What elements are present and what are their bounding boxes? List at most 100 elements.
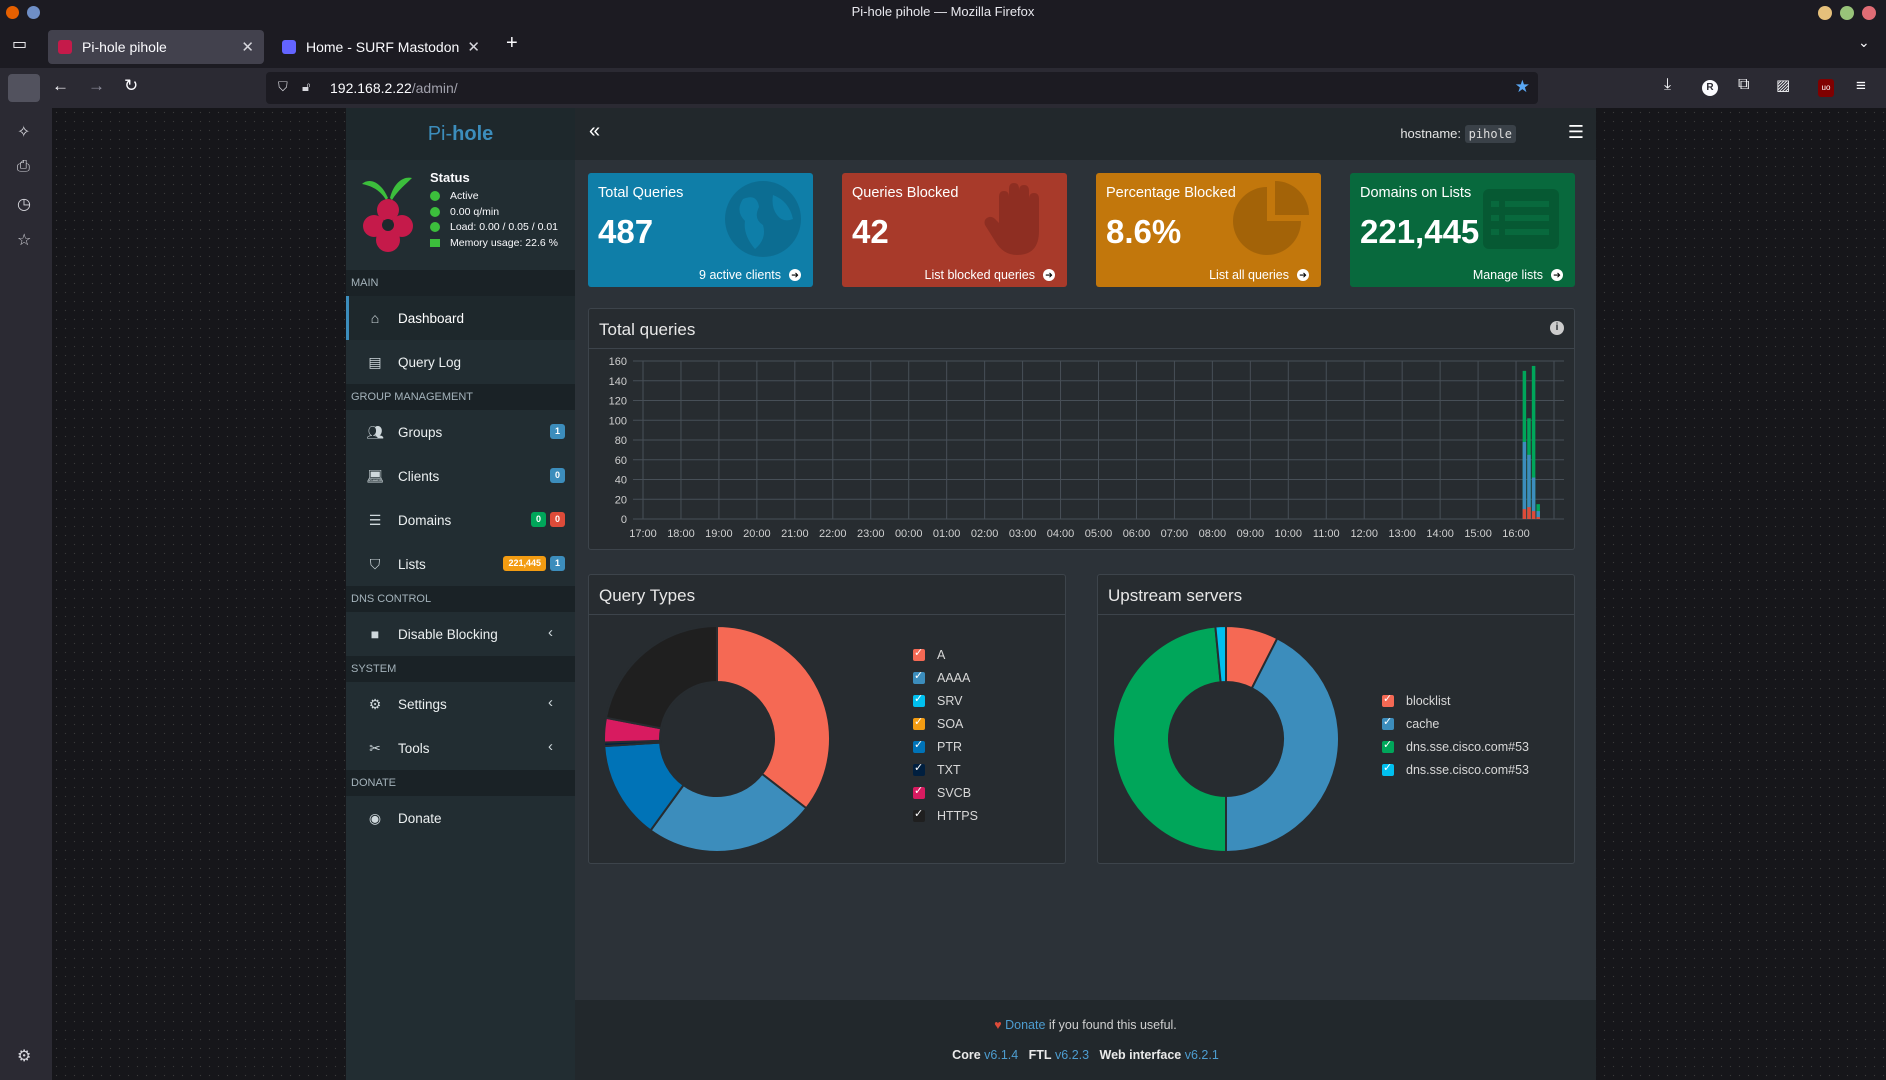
- browser-sidebar: ✧ ⎙ ◷ ☆ ⚙: [0, 108, 52, 1080]
- donate-link[interactable]: Donate: [1005, 1018, 1046, 1032]
- collapse-sidebar-icon[interactable]: «: [589, 120, 601, 142]
- sidebar-item-lists[interactable]: ⛉ Lists 221,445 1: [346, 542, 575, 586]
- sidebar-item-groups[interactable]: 👥︎ Groups 1: [346, 410, 575, 454]
- sidebar-item-donate[interactable]: ◉ Donate: [346, 796, 575, 840]
- web-version-link[interactable]: v6.2.1: [1184, 1048, 1219, 1062]
- sidebar-item-disable-blocking[interactable]: ■ Disable Blocking ‹: [346, 612, 575, 656]
- window-menu-icon[interactable]: [27, 6, 40, 19]
- stat-title: Percentage Blocked: [1106, 185, 1236, 201]
- query-bar: [1531, 511, 1536, 519]
- legend-label: blocklist: [1406, 693, 1451, 708]
- x-tick-label: 04:00: [1047, 528, 1075, 540]
- list-tabs-icon[interactable]: ⌄: [1858, 34, 1870, 50]
- forward-icon[interactable]: →: [88, 76, 105, 95]
- stat-title: Total Queries: [598, 185, 684, 201]
- shield-icon[interactable]: ⛉: [278, 79, 288, 94]
- legend-checkbox[interactable]: [1382, 761, 1394, 776]
- sidebar-item-settings[interactable]: ⚙ Settings ‹: [346, 682, 575, 726]
- bookmark-star-icon[interactable]: ★: [1514, 77, 1530, 96]
- list-all-queries-link[interactable]: List all queries ➔: [1209, 268, 1309, 282]
- legend-checkbox[interactable]: [1382, 692, 1394, 707]
- domains-deny-badge: 0: [549, 512, 565, 527]
- legend-item[interactable]: A: [913, 643, 978, 666]
- legend-item[interactable]: SVCB: [913, 781, 978, 804]
- legend-item[interactable]: TXT: [913, 758, 978, 781]
- pihole-logo[interactable]: Pi-hole: [346, 108, 575, 160]
- status-load: Load: 0.00 / 0.05 / 0.01: [430, 221, 575, 233]
- legend-checkbox[interactable]: [1382, 715, 1394, 730]
- list-blocked-queries-link[interactable]: List blocked queries ➔: [925, 268, 1055, 282]
- close-tab-icon[interactable]: ✕: [241, 39, 254, 56]
- legend-item[interactable]: SRV: [913, 689, 978, 712]
- sidebar-item-query-log[interactable]: ▤ Query Log: [346, 340, 575, 384]
- extensions-icon[interactable]: ⧉: [1738, 76, 1750, 93]
- bookmarks-icon[interactable]: ☆: [17, 232, 32, 249]
- legend-checkbox[interactable]: [913, 784, 925, 799]
- legend-item[interactable]: blocklist: [1382, 689, 1529, 712]
- legend-item[interactable]: HTTPS: [913, 804, 978, 827]
- brand-prefix: Pi-: [427, 122, 453, 145]
- tab-mastodon[interactable]: Home - SURF Mastodon ✕: [272, 30, 490, 64]
- firefox-view-icon[interactable]: ▭: [12, 36, 28, 53]
- maximize-button[interactable]: [1840, 6, 1854, 20]
- legend-checkbox[interactable]: [913, 761, 925, 776]
- x-tick-label: 15:00: [1464, 528, 1492, 540]
- close-tab-icon[interactable]: ✕: [467, 39, 480, 56]
- sidebar-item-label: Clients: [398, 468, 440, 484]
- lock-icon[interactable]: 🔓︎: [302, 79, 311, 94]
- legend-item[interactable]: cache: [1382, 712, 1529, 735]
- minimize-button[interactable]: [1818, 6, 1832, 20]
- pihole-app: Pi-hole Status Active 0.00 q/min Load: 0…: [346, 108, 1596, 1080]
- sidebar-item-label: Lists: [398, 556, 426, 572]
- legend-checkbox[interactable]: [913, 669, 925, 684]
- sidebar-item-dashboard[interactable]: ⌂ Dashboard: [346, 296, 575, 340]
- sidebar-toggle-button[interactable]: [8, 74, 40, 102]
- url-text[interactable]: 192.168.2.22/admin/: [330, 80, 458, 96]
- query-bar: [1536, 517, 1540, 519]
- downloads-icon[interactable]: ⤓: [1664, 76, 1672, 93]
- ftl-version-link[interactable]: v6.2.3: [1055, 1048, 1090, 1062]
- legend-item[interactable]: dns.sse.cisco.com#53: [1382, 758, 1529, 781]
- legend-label: dns.sse.cisco.com#53: [1406, 762, 1529, 777]
- pihole-footer: ♥ Donate if you found this useful. Core …: [575, 1000, 1596, 1080]
- sidebar-item-domains[interactable]: ☰ Domains 0 0: [346, 498, 575, 542]
- ai-chatbot-icon[interactable]: ✧: [17, 124, 31, 141]
- account-icon[interactable]: R: [1702, 80, 1718, 96]
- customize-sidebar-icon[interactable]: ⚙: [17, 1048, 32, 1065]
- close-window-button[interactable]: [1862, 6, 1876, 20]
- app-menu-icon[interactable]: ≡: [1856, 76, 1866, 95]
- ublock-icon[interactable]: uo: [1818, 79, 1834, 97]
- legend-checkbox[interactable]: [913, 646, 925, 661]
- legend-checkbox[interactable]: [913, 738, 925, 753]
- tab-pihole[interactable]: Pi-hole pihole ✕: [48, 30, 264, 64]
- donate-icon: ◉: [368, 809, 382, 826]
- menu-toggle-icon[interactable]: ☰: [1567, 122, 1584, 142]
- active-clients-link[interactable]: 9 active clients ➔: [699, 268, 801, 282]
- legend-item[interactable]: PTR: [913, 735, 978, 758]
- legend-checkbox[interactable]: [913, 807, 925, 822]
- x-tick-label: 14:00: [1426, 528, 1454, 540]
- y-tick-label: 120: [609, 396, 627, 408]
- legend-item[interactable]: dns.sse.cisco.com#53: [1382, 735, 1529, 758]
- core-version-link[interactable]: v6.1.4: [984, 1048, 1019, 1062]
- back-icon[interactable]: ←: [52, 76, 69, 95]
- new-tab-icon[interactable]: +: [506, 32, 518, 54]
- image-extension-icon[interactable]: ▨: [1776, 77, 1791, 94]
- history-icon[interactable]: ◷: [17, 196, 31, 213]
- legend-checkbox[interactable]: [913, 692, 925, 707]
- chevron-left-icon: ‹: [548, 624, 553, 641]
- sidebar-item-clients[interactable]: 💻︎ Clients 0: [346, 454, 575, 498]
- sidebar-item-tools[interactable]: ✂ Tools ‹: [346, 726, 575, 770]
- reload-icon[interactable]: ↻: [124, 76, 139, 95]
- query-bar: [1531, 365, 1536, 519]
- x-tick-label: 19:00: [705, 528, 733, 540]
- legend-checkbox[interactable]: [1382, 738, 1394, 753]
- manage-lists-link[interactable]: Manage lists ➔: [1473, 268, 1563, 282]
- legend-checkbox[interactable]: [913, 715, 925, 730]
- url-bar[interactable]: ⛉ 🔓︎ 192.168.2.22/admin/ ★: [266, 72, 1538, 104]
- info-icon[interactable]: i: [1550, 321, 1564, 335]
- synced-tabs-icon[interactable]: ⎙: [17, 158, 30, 175]
- legend-item[interactable]: SOA: [913, 712, 978, 735]
- legend-item[interactable]: AAAA: [913, 666, 978, 689]
- sidebar-item-label: Donate: [398, 810, 442, 826]
